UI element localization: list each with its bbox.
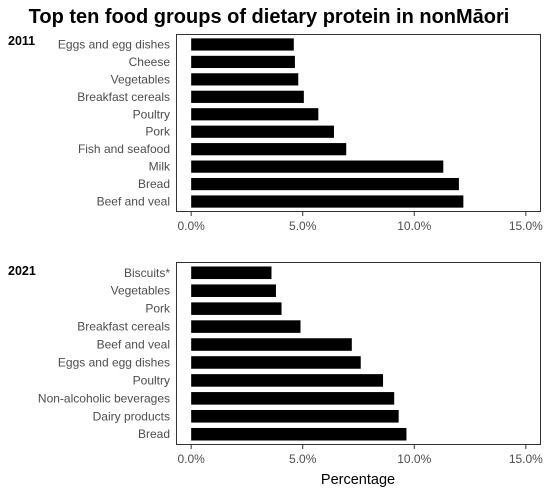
bar xyxy=(191,284,276,297)
x-tick-label: 15.0% xyxy=(509,219,543,233)
bar xyxy=(191,320,301,333)
category-label: Breakfast cereals xyxy=(77,320,170,334)
panel-frame xyxy=(176,262,541,445)
category-label: Fish and seafood xyxy=(78,142,170,156)
category-label: Vegetables xyxy=(111,72,170,86)
x-tick-label: 0.0% xyxy=(177,452,205,466)
category-label: Cheese xyxy=(129,55,171,69)
x-tick-label: 5.0% xyxy=(289,452,317,466)
x-tick-label: 0.0% xyxy=(177,219,205,233)
category-label: Poultry xyxy=(133,373,170,387)
bar xyxy=(191,125,334,138)
bar xyxy=(191,177,459,191)
category-label: Bread xyxy=(138,177,170,191)
category-label: Eggs and egg dishes xyxy=(58,355,170,369)
bar xyxy=(191,55,295,69)
category-label: Bread xyxy=(138,427,170,441)
category-label: Non-alcoholic beverages xyxy=(38,391,170,405)
panel-2011: 2011 Eggs and egg dishes Cheese Vegetables B… xyxy=(8,34,543,233)
panel-label: 2011 xyxy=(8,34,35,48)
category-label: Milk xyxy=(149,160,171,174)
category-label: Dairy products xyxy=(93,409,170,423)
bar xyxy=(191,108,319,121)
bar xyxy=(191,374,384,387)
category-label: Poultry xyxy=(133,107,170,121)
x-tick-label: 10.0% xyxy=(397,219,431,233)
panel-label: 2021 xyxy=(8,264,36,278)
category-label: Biscuits* xyxy=(124,266,170,280)
x-tick-label: 5.0% xyxy=(289,219,317,233)
bar xyxy=(191,195,464,208)
bar xyxy=(191,160,444,173)
chart-panels: 2011 Eggs and egg dishes Cheese Vegetables B… xyxy=(8,34,543,466)
bar xyxy=(191,392,395,405)
bar xyxy=(191,143,347,156)
panel-frame xyxy=(176,34,541,212)
x-tick-label: 15.0% xyxy=(509,452,543,466)
bar xyxy=(191,266,272,280)
panel-2021: 2021 Biscuits* Vegetables Pork Breakfast cer… xyxy=(8,262,543,466)
category-label: Pork xyxy=(145,125,171,139)
category-label: Beef and veal xyxy=(97,338,170,352)
category-label: Breakfast cereals xyxy=(77,90,170,104)
category-label: Vegetables xyxy=(111,284,170,298)
category-label: Eggs and egg dishes xyxy=(58,37,170,51)
bar xyxy=(191,410,399,423)
bar xyxy=(191,338,352,351)
bar xyxy=(191,38,294,51)
bar xyxy=(191,302,282,315)
bar xyxy=(191,90,304,103)
x-axis-title: Percentage xyxy=(321,472,395,488)
category-label: Pork xyxy=(145,302,171,316)
x-tick-label: 10.0% xyxy=(397,452,431,466)
chart-title: Top ten food groups of dietary protein i… xyxy=(29,6,510,28)
bar xyxy=(191,427,407,441)
bar xyxy=(191,356,361,369)
category-label: Beef and veal xyxy=(97,195,170,209)
bar xyxy=(191,73,299,86)
